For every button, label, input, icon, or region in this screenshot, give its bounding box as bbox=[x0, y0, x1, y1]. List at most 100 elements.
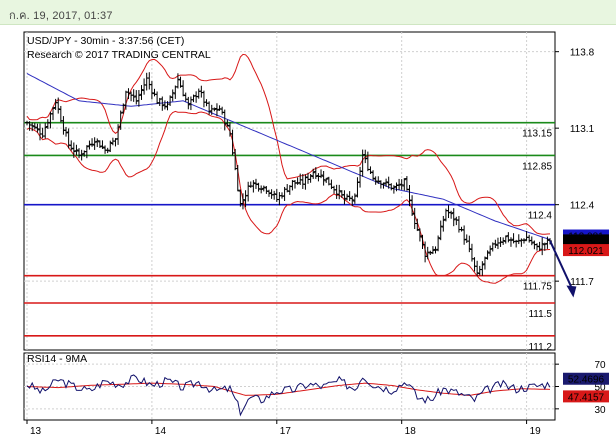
price-bar bbox=[519, 238, 524, 247]
y-tick-label: 112.4 bbox=[570, 201, 595, 212]
price-bar bbox=[186, 96, 191, 110]
price-bar bbox=[508, 237, 513, 247]
price-bar bbox=[425, 246, 430, 260]
price-bar bbox=[475, 260, 480, 277]
price-bar bbox=[168, 95, 173, 106]
price-bar bbox=[506, 232, 511, 243]
rsi-line bbox=[26, 374, 551, 417]
price-bar bbox=[430, 246, 435, 255]
price-bar bbox=[181, 80, 186, 97]
price-bar bbox=[540, 237, 545, 256]
price-bar bbox=[147, 72, 152, 90]
price-bar bbox=[100, 140, 105, 149]
forecast-arrow-head bbox=[566, 285, 577, 298]
price-bar bbox=[415, 218, 420, 232]
price-bar bbox=[235, 165, 240, 192]
price-bar bbox=[253, 178, 258, 189]
price-bar bbox=[108, 140, 113, 153]
price-bar bbox=[441, 215, 446, 232]
price-bar bbox=[66, 128, 71, 149]
bollinger-lower bbox=[26, 110, 551, 284]
price-bar bbox=[84, 145, 89, 159]
price-bar bbox=[35, 123, 40, 133]
price-bar bbox=[56, 97, 61, 114]
price-bar bbox=[360, 149, 365, 177]
price-bar bbox=[162, 100, 167, 110]
price-bar bbox=[342, 190, 347, 205]
price-bar bbox=[365, 151, 370, 172]
price-bar bbox=[511, 233, 516, 244]
price-bar bbox=[545, 236, 550, 249]
rsi-ma-tag-label: 47.4157 bbox=[568, 392, 605, 403]
price-bar bbox=[61, 116, 66, 135]
timestamp-bar: ก.ค. 19, 2017, 01:37 bbox=[0, 0, 616, 25]
price-tag-box bbox=[563, 234, 609, 247]
price-bar bbox=[295, 177, 300, 185]
price-bar bbox=[449, 210, 454, 219]
price-bar bbox=[527, 234, 532, 243]
price-bar bbox=[324, 177, 329, 183]
price-bar bbox=[240, 193, 245, 210]
rsi-y-tick-label: 50 bbox=[594, 383, 606, 394]
price-bar bbox=[144, 72, 149, 91]
price-bar bbox=[493, 239, 498, 249]
price-bar bbox=[428, 250, 433, 256]
level-label: 113.15 bbox=[522, 129, 552, 140]
level-label: 112.4 bbox=[528, 211, 553, 222]
level-label: 111.5 bbox=[528, 309, 552, 320]
price-bar bbox=[175, 73, 180, 89]
price-bar bbox=[308, 174, 313, 183]
price-bar bbox=[376, 176, 381, 184]
price-bar bbox=[358, 166, 363, 188]
price-bar bbox=[261, 185, 266, 192]
price-bar bbox=[90, 138, 95, 147]
price-bar bbox=[399, 179, 404, 190]
price-bar bbox=[43, 122, 48, 139]
price-bar bbox=[222, 109, 227, 131]
price-bar bbox=[498, 237, 503, 247]
forecast-arrow-shaft bbox=[549, 240, 575, 292]
chart-title: USD/JPY - 30min - 3:37:56 (CET) bbox=[27, 35, 184, 47]
price-bar bbox=[407, 185, 412, 207]
price-bar bbox=[417, 228, 422, 242]
rsi-ma-tag-box bbox=[563, 390, 609, 403]
chart-subtitle: Research © 2017 TRADING CENTRAL bbox=[27, 49, 211, 61]
price-bar bbox=[92, 137, 97, 150]
price-bar bbox=[170, 89, 175, 102]
price-bar bbox=[529, 236, 534, 246]
price-bar bbox=[456, 215, 461, 233]
price-bar bbox=[542, 242, 547, 251]
price-tag-label: 112.021 bbox=[568, 246, 604, 257]
price-bar bbox=[350, 195, 355, 207]
price-bar bbox=[30, 122, 35, 132]
level-label: 111.75 bbox=[523, 282, 553, 293]
price-bar bbox=[389, 183, 394, 191]
x-tick-label: 19 bbox=[530, 426, 542, 437]
price-bar bbox=[319, 169, 324, 179]
rsi-y-tick-label: 30 bbox=[594, 405, 606, 416]
price-bar bbox=[488, 245, 493, 256]
rsi-tag-label: 52.4696 bbox=[568, 375, 605, 386]
price-bar bbox=[516, 234, 521, 245]
price-bar bbox=[462, 225, 467, 245]
rsi-ma-line bbox=[26, 382, 551, 396]
price-bar bbox=[131, 89, 136, 102]
rsi-tag-box bbox=[563, 372, 609, 385]
price-bar bbox=[230, 129, 235, 156]
price-bar bbox=[459, 226, 464, 232]
price-bar bbox=[394, 182, 399, 192]
price-bar bbox=[503, 235, 508, 244]
price-bar bbox=[433, 246, 438, 254]
price-bar bbox=[71, 142, 76, 158]
price-bar bbox=[196, 88, 201, 99]
price-bar bbox=[155, 91, 160, 105]
price-bar bbox=[334, 184, 339, 199]
y-tick-label: 113.8 bbox=[570, 48, 595, 59]
price-bar bbox=[438, 220, 443, 241]
price-bar bbox=[207, 101, 212, 115]
price-bar bbox=[501, 237, 506, 245]
x-tick-label: 18 bbox=[405, 426, 417, 437]
price-bar bbox=[243, 190, 248, 208]
price-bar bbox=[303, 174, 308, 190]
price-bar bbox=[313, 167, 318, 179]
